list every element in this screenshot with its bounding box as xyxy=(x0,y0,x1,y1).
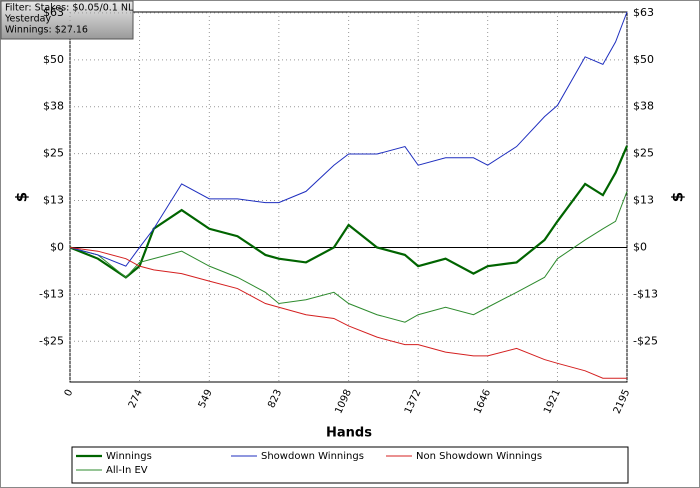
filter-text: Filter: Stakes: $0.05/0.1 NL xyxy=(5,3,134,14)
filter-box xyxy=(0,0,134,40)
legend-label: Winnings xyxy=(106,451,152,462)
series-line xyxy=(69,191,628,323)
y-tick-label: $63 xyxy=(43,6,64,19)
y2-tick-label: $25 xyxy=(633,147,654,160)
y2-tick-label: $50 xyxy=(633,53,654,66)
series-line xyxy=(69,145,629,279)
y2-tick-label: $13 xyxy=(633,194,654,207)
filter-text: Winnings: $27.16 xyxy=(5,25,88,36)
x-tick-label: 0 xyxy=(63,388,76,398)
series-line xyxy=(69,246,627,379)
y-axis-label: $ xyxy=(13,192,31,202)
y-tick-label: $25 xyxy=(43,147,64,160)
y2-tick-label: -$13 xyxy=(633,287,658,300)
y2-axis-label: $ xyxy=(669,192,687,202)
y2-tick-label: $0 xyxy=(633,240,647,253)
y2-tick-label: -$25 xyxy=(633,334,658,347)
x-axis-label: Hands xyxy=(326,426,372,441)
y-tick-label: $13 xyxy=(43,194,64,207)
legend-label: All-In EV xyxy=(106,465,148,476)
series-line xyxy=(69,11,628,267)
legend xyxy=(71,446,629,484)
y2-tick-label: $63 xyxy=(633,6,654,19)
y-tick-label: $0 xyxy=(50,240,64,253)
y-tick-label: $38 xyxy=(43,100,64,113)
y-tick-label: $50 xyxy=(43,53,64,66)
y2-tick-label: $38 xyxy=(633,100,654,113)
y-tick-label: -$13 xyxy=(39,287,64,300)
filter-text: Yesterday xyxy=(4,14,51,25)
legend-label: Showdown Winnings xyxy=(261,451,364,462)
y-tick-label: -$25 xyxy=(39,334,64,347)
legend-label: Non Showdown Winnings xyxy=(416,451,542,462)
